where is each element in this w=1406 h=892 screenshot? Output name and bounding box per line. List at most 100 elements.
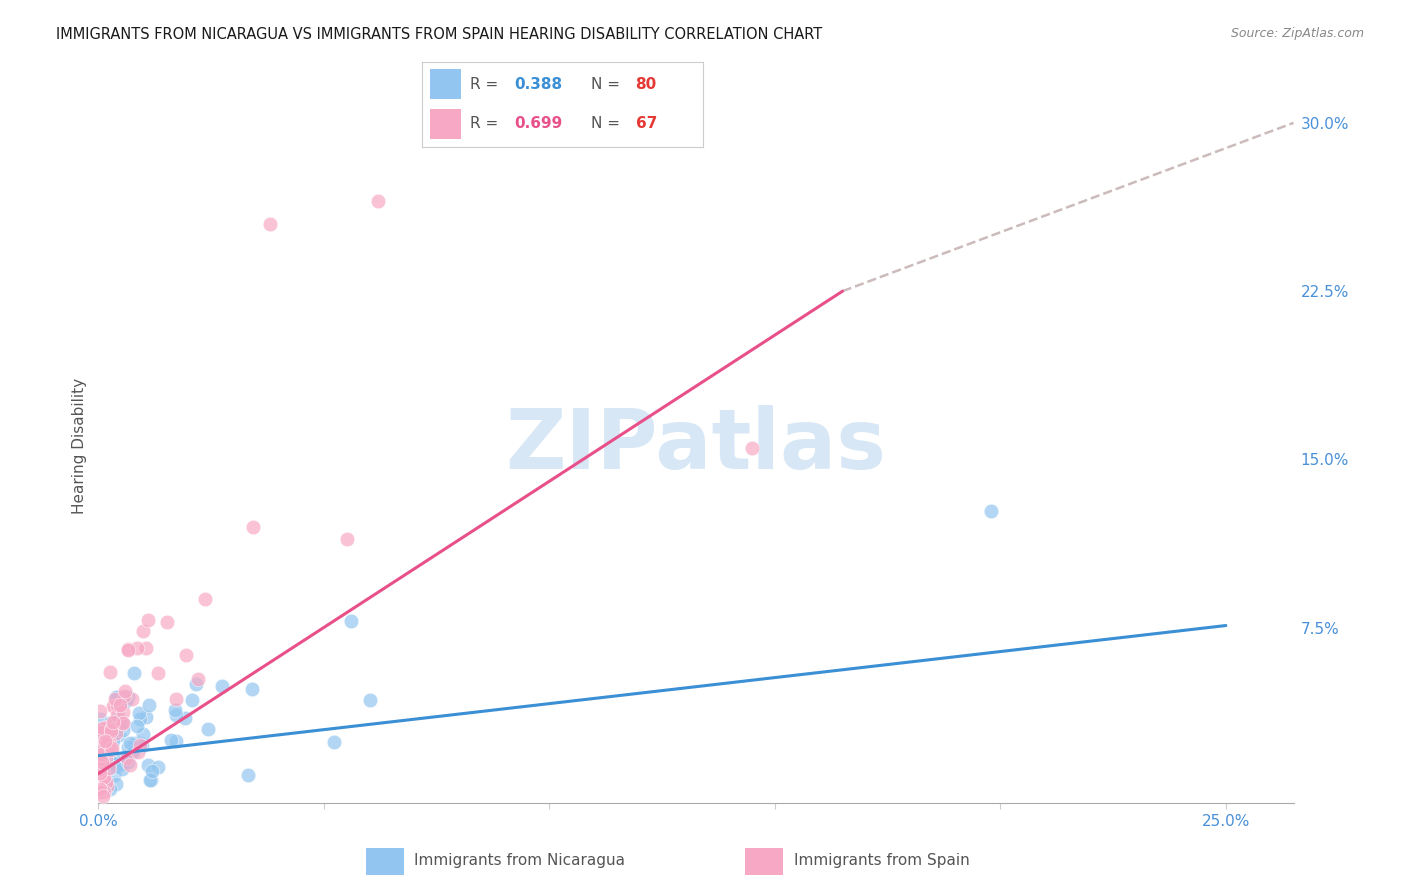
Point: [120, 736, 142, 750]
Point: [103, 715, 125, 730]
Point: [111, 762, 134, 776]
Point: [323, 735, 346, 749]
Point: [90, 723, 112, 738]
Point: [89, 782, 111, 797]
Point: [97, 736, 120, 750]
Point: [146, 760, 169, 774]
Point: [240, 682, 263, 697]
Point: [103, 767, 125, 781]
Point: [121, 692, 143, 706]
Point: [89, 753, 111, 767]
Point: [105, 708, 128, 723]
Bar: [430, 70, 461, 99]
Point: [90, 755, 112, 769]
Point: [94, 775, 117, 789]
Point: [96, 731, 118, 745]
Point: [98, 739, 121, 753]
Point: [117, 755, 139, 769]
Point: [129, 738, 152, 752]
Point: [110, 715, 132, 730]
Point: [98, 735, 121, 749]
Point: [129, 736, 152, 750]
Point: [91, 735, 114, 749]
Point: [131, 739, 153, 753]
Point: [89, 746, 111, 760]
Point: [128, 712, 150, 726]
Point: [124, 665, 146, 680]
Point: [108, 719, 131, 733]
Point: [118, 758, 141, 772]
Point: [90, 756, 112, 770]
Point: [117, 642, 139, 657]
Point: [180, 693, 202, 707]
Point: [211, 679, 233, 693]
Point: [112, 695, 135, 709]
Point: [107, 709, 129, 723]
Point: [104, 777, 127, 791]
Point: [336, 533, 359, 547]
Point: [89, 713, 111, 727]
Point: [110, 752, 132, 766]
Point: [117, 740, 139, 755]
Point: [100, 761, 122, 775]
Point: [176, 648, 198, 662]
Point: [96, 752, 118, 766]
Point: [91, 747, 114, 761]
Bar: [745, 848, 783, 875]
Point: [132, 624, 155, 638]
Point: [360, 692, 382, 706]
Point: [160, 733, 183, 747]
Point: [108, 698, 131, 712]
Point: [117, 690, 139, 704]
Point: [127, 719, 149, 733]
Point: [105, 760, 128, 774]
Point: [96, 720, 118, 734]
Point: [105, 690, 128, 705]
Point: [91, 750, 114, 764]
Point: [242, 520, 264, 534]
Point: [90, 725, 112, 739]
Point: [146, 666, 169, 681]
Text: Source: ZipAtlas.com: Source: ZipAtlas.com: [1230, 27, 1364, 40]
Point: [93, 770, 115, 784]
Text: Immigrants from Nicaragua: Immigrants from Nicaragua: [415, 854, 626, 868]
Point: [91, 722, 114, 736]
Point: [98, 782, 121, 797]
Y-axis label: Hearing Disability: Hearing Disability: [72, 378, 87, 514]
Point: [103, 699, 125, 714]
Text: ZIPatlas: ZIPatlas: [506, 406, 886, 486]
Point: [107, 690, 129, 705]
Point: [89, 723, 111, 737]
Point: [122, 739, 145, 754]
Point: [103, 723, 125, 738]
Point: [165, 692, 187, 706]
Point: [138, 698, 160, 712]
Point: [136, 613, 159, 627]
Point: [115, 694, 138, 708]
Text: IMMIGRANTS FROM NICARAGUA VS IMMIGRANTS FROM SPAIN HEARING DISABILITY CORRELATIO: IMMIGRANTS FROM NICARAGUA VS IMMIGRANTS …: [56, 27, 823, 42]
Point: [156, 615, 179, 629]
Point: [121, 745, 143, 759]
Point: [108, 714, 131, 729]
Point: [197, 722, 219, 736]
Point: [101, 756, 124, 771]
Point: [94, 734, 117, 748]
Point: [114, 683, 136, 698]
Point: [259, 217, 281, 231]
Point: [97, 740, 120, 755]
Text: Immigrants from Spain: Immigrants from Spain: [794, 854, 970, 868]
Point: [236, 768, 259, 782]
Point: [98, 665, 121, 680]
Point: [367, 194, 389, 209]
Point: [103, 731, 125, 746]
Point: [128, 706, 150, 720]
Point: [94, 747, 117, 761]
Point: [165, 703, 187, 717]
Point: [135, 710, 157, 724]
Point: [111, 757, 134, 772]
Point: [94, 739, 117, 754]
Point: [132, 727, 155, 741]
Bar: [366, 848, 404, 875]
Point: [98, 715, 121, 730]
Point: [124, 736, 146, 750]
